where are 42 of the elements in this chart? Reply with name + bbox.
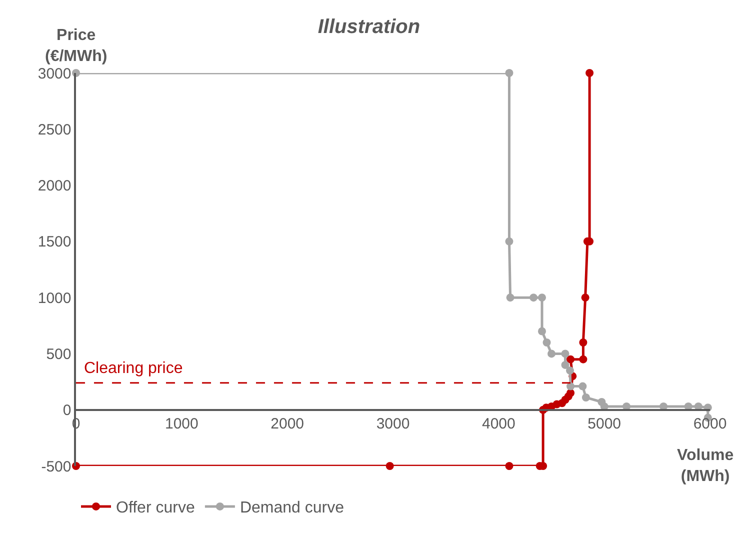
point — [566, 355, 575, 364]
x-tick-label: 1000 — [164, 416, 198, 433]
point — [538, 327, 546, 336]
y-axis-title: Price (€/MWh) — [45, 27, 108, 65]
point — [566, 382, 575, 390]
x-tick-label: 3000 — [376, 416, 410, 433]
y-tick-label: 2500 — [38, 121, 72, 138]
point — [505, 462, 514, 470]
point — [579, 338, 588, 346]
x-tick-label: 2000 — [270, 416, 304, 433]
legend-label: Offer curve — [116, 500, 195, 517]
x-tick-label: 4000 — [482, 416, 516, 433]
point — [505, 69, 514, 77]
y-tick-label: 3000 — [38, 65, 72, 82]
legend-label: Demand curve — [240, 500, 344, 517]
chart-title: Illustration — [318, 16, 420, 38]
point — [561, 360, 570, 369]
point — [506, 294, 514, 302]
y-tick-label: 2000 — [38, 178, 72, 195]
y-tick-label: 1500 — [38, 234, 72, 251]
y-tick-label: 1000 — [38, 290, 72, 307]
point — [505, 237, 514, 246]
x-tick-label: 5000 — [588, 416, 622, 433]
point — [530, 294, 538, 302]
point — [561, 350, 570, 358]
annotation: Clearing price — [84, 360, 183, 377]
point — [386, 462, 394, 470]
point — [566, 389, 575, 398]
y-tick-label: 0 — [62, 402, 72, 420]
point — [542, 338, 551, 346]
x-axis-title: Volume (MWh) — [677, 447, 734, 485]
x-tick-label: 6000 — [693, 416, 727, 433]
point — [566, 366, 574, 375]
point — [579, 355, 588, 364]
point — [586, 69, 594, 77]
point — [548, 350, 556, 358]
point — [582, 394, 590, 402]
point — [581, 294, 590, 302]
y-tick-label: -500 — [41, 458, 72, 476]
point — [538, 294, 546, 302]
y-tick-label: 500 — [46, 346, 72, 363]
point — [578, 382, 587, 390]
